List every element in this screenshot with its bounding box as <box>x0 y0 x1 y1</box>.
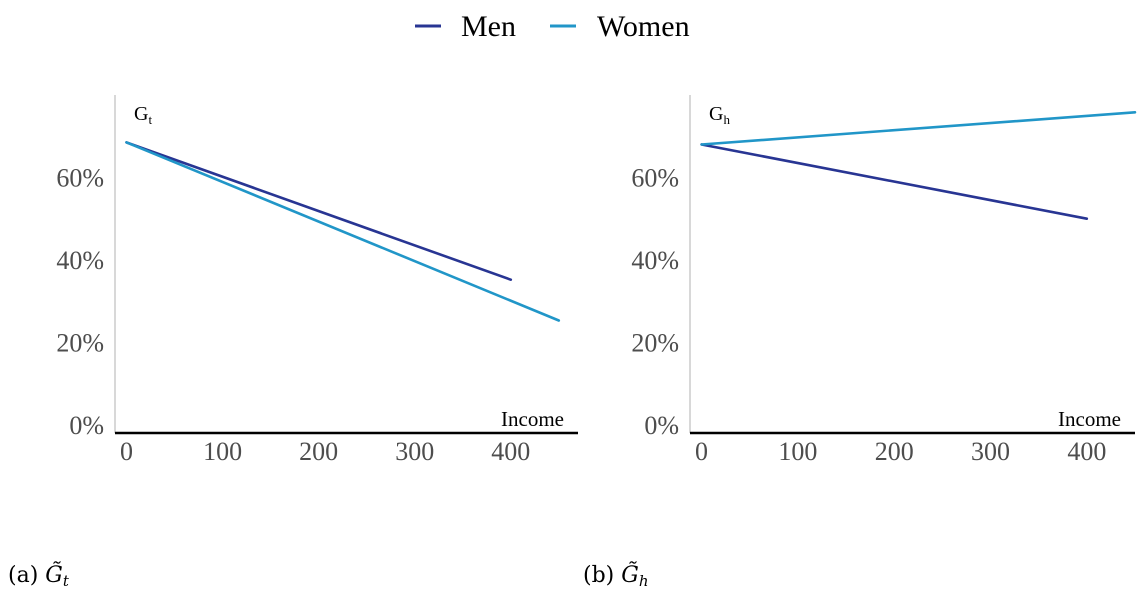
caption-b: (b) G̃h <box>583 563 649 590</box>
caption-a-symbol: G̃ <box>45 563 63 588</box>
caption-a-subscript: t <box>62 572 69 590</box>
x-axis-label: Income <box>1058 407 1121 431</box>
corner-label: Gh <box>709 103 730 127</box>
caption-a-prefix: (a) <box>8 563 39 588</box>
y-tick-label: 40% <box>56 246 104 275</box>
legend: Men Women <box>415 10 690 43</box>
x-tick-label: 200 <box>875 437 914 466</box>
x-tick-label: 100 <box>778 437 817 466</box>
x-tick-label: 300 <box>395 437 434 466</box>
x-axis-label: Income <box>501 407 564 431</box>
corner-label: Gt <box>134 103 152 127</box>
series-line-men <box>700 143 1089 220</box>
caption-a: (a) G̃t <box>8 563 69 590</box>
y-tick-label: 20% <box>56 328 104 357</box>
y-tick-label: 20% <box>631 328 679 357</box>
y-tick-label: 0% <box>644 411 679 440</box>
caption-b-subscript: h <box>638 572 649 590</box>
y-tick-label: 40% <box>631 246 679 275</box>
legend-label-women: Women <box>597 10 690 43</box>
y-tick-label: 60% <box>631 163 679 192</box>
series-line-men <box>125 141 513 282</box>
x-tick-label: 200 <box>299 437 338 466</box>
x-tick-label: 300 <box>971 437 1010 466</box>
x-tick-label: 400 <box>491 437 530 466</box>
legend-label-men: Men <box>461 10 516 43</box>
caption-b-prefix: (b) <box>583 563 615 588</box>
series-line-women <box>125 141 561 322</box>
chart-panel-a: 0% 20% 40% 60% 0 100 200 300 400 Gt Income <box>56 95 578 466</box>
y-tick-label: 60% <box>56 163 104 192</box>
series-line-women <box>700 111 1137 146</box>
y-tick-label: 0% <box>69 411 104 440</box>
x-tick-label: 400 <box>1067 437 1106 466</box>
caption-b-symbol: G̃ <box>621 563 639 588</box>
chart-panel-b: 0% 20% 40% 60% 0 100 200 300 400 Gh Income <box>631 95 1137 466</box>
x-tick-label: 100 <box>203 437 242 466</box>
x-tick-label: 0 <box>695 437 708 466</box>
x-tick-label: 0 <box>120 437 133 466</box>
